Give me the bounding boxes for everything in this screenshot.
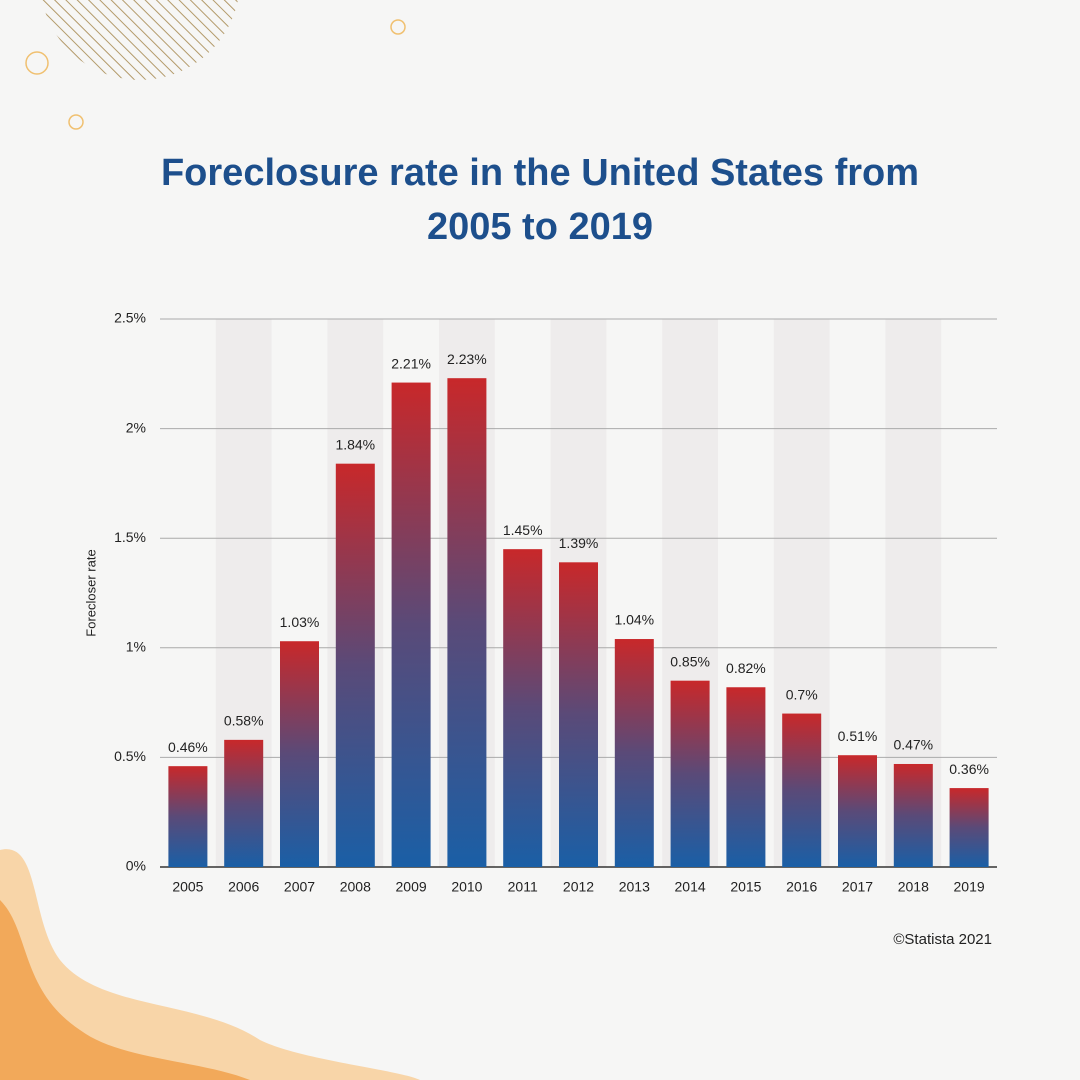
value-label: 1.39%: [559, 535, 599, 551]
x-tick-label: 2005: [172, 879, 203, 895]
bar: [670, 680, 710, 867]
x-tick-label: 2015: [730, 879, 761, 895]
y-tick-label: 2%: [126, 419, 146, 435]
plot: 0% 0.5% 1% 1.5% 2% 2.5% 2005 0.46% 2006 0.58% 2007…: [114, 310, 997, 895]
bar: [726, 687, 766, 867]
value-label: 1.84%: [335, 436, 375, 452]
y-tick-label: 0%: [126, 858, 146, 874]
bar: [503, 549, 543, 867]
bar: [893, 763, 933, 867]
x-tick-label: 2011: [508, 879, 538, 895]
bar: [949, 788, 989, 867]
x-tick-label: 2006: [228, 879, 259, 895]
value-label: 0.82%: [726, 660, 766, 676]
bar: [782, 713, 822, 867]
value-label: 1.04%: [614, 612, 654, 628]
bar: [335, 463, 375, 867]
value-label: 2.23%: [447, 351, 487, 367]
x-tick-label: 2017: [842, 879, 873, 895]
bar: [224, 739, 264, 867]
value-label: 0.46%: [168, 739, 208, 755]
value-label: 1.03%: [280, 614, 320, 630]
y-tick-label: 0.5%: [114, 748, 146, 764]
value-label: 0.36%: [949, 761, 989, 777]
bar: [838, 755, 877, 867]
value-label: 0.51%: [838, 728, 878, 744]
bar: [391, 382, 431, 867]
x-tick-label: 2010: [451, 879, 482, 895]
y-tick-label: 1.5%: [114, 529, 146, 545]
bar: [280, 641, 319, 867]
bar: [168, 766, 208, 867]
source: ©Statista 2021: [893, 931, 992, 948]
y-tick-label: 2.5%: [114, 310, 146, 326]
x-tick-label: 2007: [284, 879, 315, 895]
value-label: 1.45%: [503, 522, 543, 538]
value-label: 0.85%: [670, 653, 710, 669]
x-tick-label: 2014: [675, 879, 706, 895]
x-tick-label: 2016: [786, 879, 817, 895]
y-axis-label: Forecloser rate: [83, 549, 98, 636]
x-tick-label: 2008: [340, 879, 371, 895]
y-tick-label: 1%: [126, 639, 146, 655]
bar: [447, 378, 487, 867]
decoration: [0, 0, 420, 1080]
bar: [614, 639, 654, 867]
bar: [559, 562, 598, 867]
x-tick-label: 2009: [396, 879, 427, 895]
value-label: 0.7%: [786, 686, 818, 702]
value-label: 2.21%: [391, 355, 431, 371]
x-tick-label: 2019: [954, 879, 985, 895]
value-label: 0.47%: [893, 737, 933, 753]
x-tick-label: 2013: [619, 879, 650, 895]
value-label: 0.58%: [224, 713, 264, 729]
chart-title: Foreclosure rate in the United States fr…: [160, 152, 920, 248]
x-tick-label: 2012: [563, 879, 594, 895]
x-tick-label: 2018: [898, 879, 929, 895]
